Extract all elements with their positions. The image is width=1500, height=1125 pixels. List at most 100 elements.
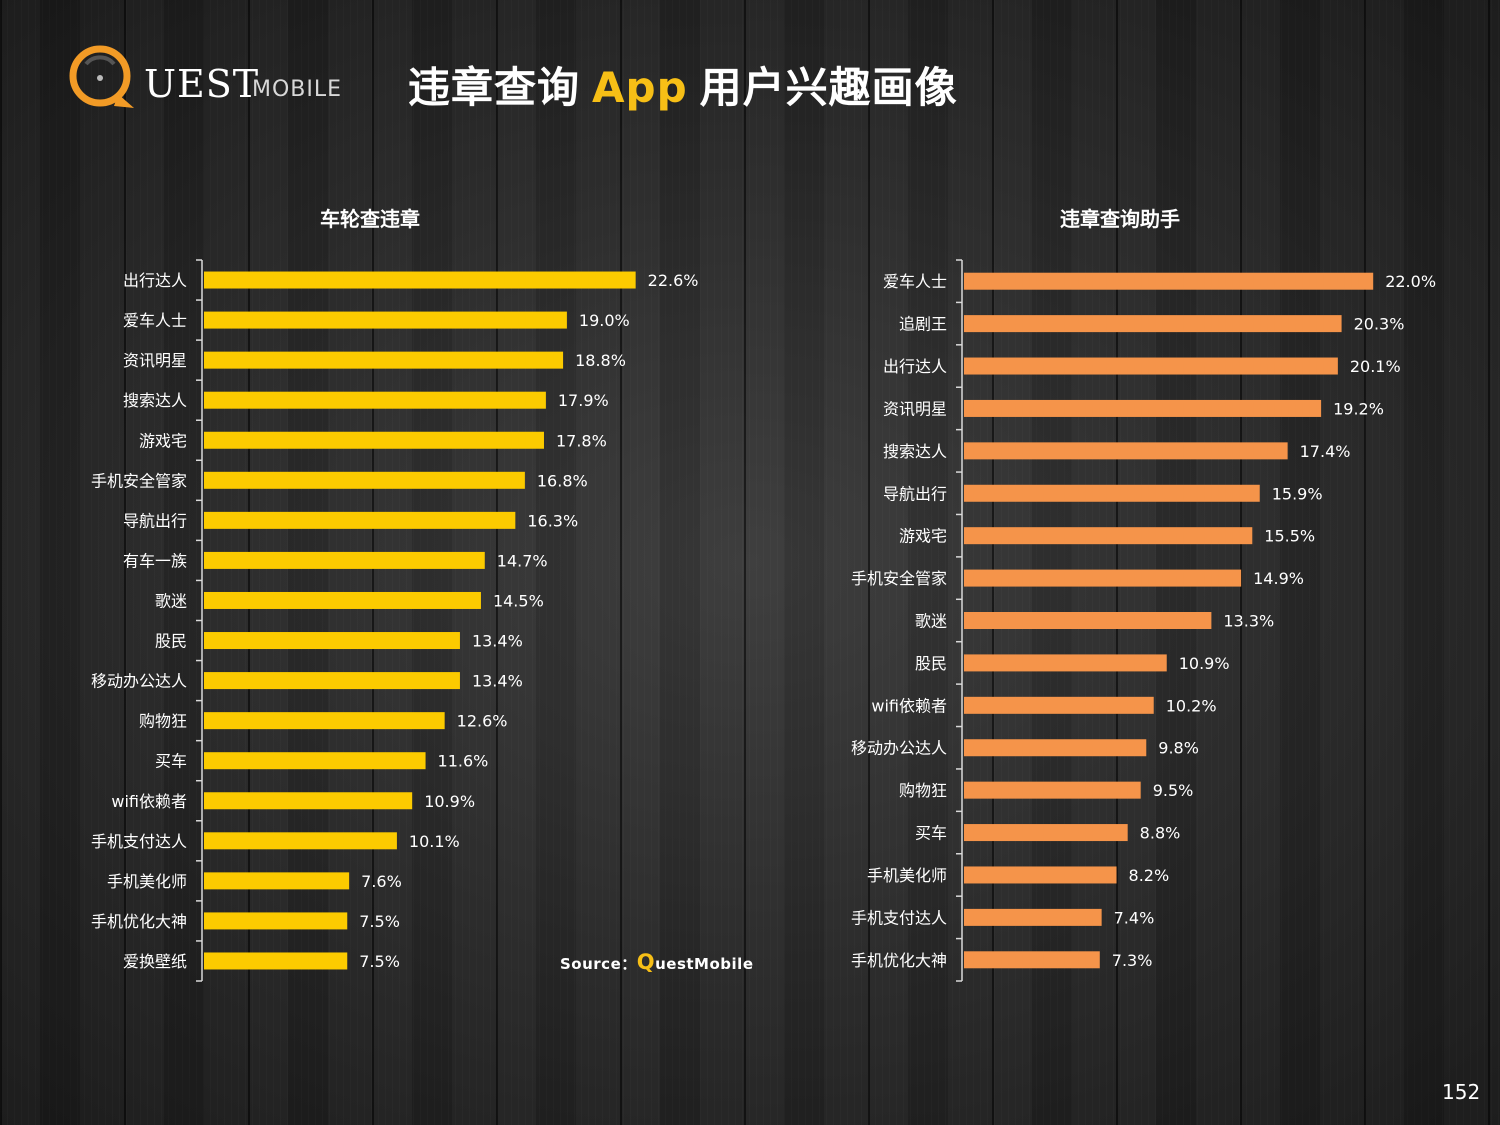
bar-right bbox=[964, 442, 1288, 460]
value-label: 9.5% bbox=[1153, 781, 1194, 800]
category-label: 出行达人 bbox=[883, 357, 947, 376]
bar-left bbox=[204, 872, 350, 890]
value-label: 7.4% bbox=[1114, 908, 1155, 927]
bar-left bbox=[204, 431, 544, 449]
source-note: Source：QuestMobile bbox=[560, 950, 754, 974]
bar-left bbox=[204, 351, 564, 369]
bar-left bbox=[204, 792, 413, 810]
bar-right bbox=[964, 824, 1128, 842]
value-label: 17.9% bbox=[558, 391, 609, 410]
category-label: 游戏宅 bbox=[899, 527, 947, 546]
value-label: 10.1% bbox=[409, 832, 460, 851]
value-label: 10.2% bbox=[1166, 696, 1217, 715]
category-label: 移动办公达人 bbox=[851, 739, 947, 758]
value-label: 19.0% bbox=[579, 311, 630, 330]
category-label: 手机美化师 bbox=[867, 866, 947, 885]
bar-left bbox=[204, 551, 485, 569]
value-label: 16.8% bbox=[537, 471, 588, 490]
value-label: 19.2% bbox=[1333, 399, 1384, 418]
chart-left: 出行达人 22.6% 爱车人士 19.0% 资讯明星 18.8% 搜索达人 17.9% 游戏宅 1… bbox=[91, 259, 699, 982]
bar-right bbox=[964, 315, 1342, 333]
questmobile-logo: UEST MOBILE bbox=[64, 40, 344, 116]
value-label: 7.6% bbox=[361, 872, 402, 891]
category-label: 手机安全管家 bbox=[851, 569, 947, 588]
logo-mobile-text: MOBILE bbox=[252, 77, 343, 102]
value-label: 15.5% bbox=[1264, 527, 1315, 546]
category-label: 购物狂 bbox=[139, 712, 187, 731]
bar-right bbox=[964, 654, 1167, 672]
bar-left bbox=[204, 672, 460, 690]
title-part1: 违章查询 bbox=[408, 63, 581, 112]
bar-left bbox=[204, 271, 636, 289]
bar-right bbox=[964, 739, 1147, 757]
category-label: 导航出行 bbox=[883, 484, 947, 503]
category-label: 有车一族 bbox=[123, 551, 187, 570]
value-label: 14.9% bbox=[1253, 569, 1304, 588]
bar-left bbox=[204, 391, 546, 409]
source-label: Source： bbox=[560, 955, 637, 973]
value-label: 15.9% bbox=[1272, 484, 1323, 503]
category-label: 手机支付达人 bbox=[851, 908, 947, 927]
value-label: 12.6% bbox=[457, 712, 508, 731]
value-label: 10.9% bbox=[424, 792, 475, 811]
bar-left bbox=[204, 311, 567, 329]
logo-q-icon bbox=[69, 45, 134, 108]
category-label: 手机支付达人 bbox=[91, 832, 187, 851]
category-label: 股民 bbox=[155, 632, 187, 651]
bar-left bbox=[204, 471, 525, 489]
bar-right bbox=[964, 696, 1154, 714]
category-label: 股民 bbox=[915, 654, 947, 673]
title-part2: 用户兴趣画像 bbox=[699, 63, 958, 112]
value-label: 20.1% bbox=[1350, 357, 1401, 376]
value-label: 14.5% bbox=[493, 591, 544, 610]
bar-left bbox=[204, 632, 460, 650]
page-number: 152 bbox=[1442, 1080, 1481, 1104]
bar-right bbox=[964, 527, 1253, 545]
bar-right bbox=[964, 866, 1117, 884]
category-label: wifi依赖者 bbox=[111, 792, 187, 811]
value-label: 13.4% bbox=[472, 632, 523, 651]
value-label: 17.8% bbox=[556, 431, 607, 450]
source-name: uestMobile bbox=[655, 955, 754, 973]
value-label: 8.8% bbox=[1140, 824, 1181, 843]
bar-right bbox=[964, 908, 1102, 926]
bar-left bbox=[204, 712, 445, 730]
bar-right bbox=[964, 569, 1242, 587]
category-label: 资讯明星 bbox=[883, 399, 947, 418]
value-label: 9.8% bbox=[1158, 739, 1199, 758]
category-label: wifi依赖者 bbox=[871, 696, 947, 715]
value-label: 22.6% bbox=[648, 271, 699, 290]
value-label: 10.9% bbox=[1179, 654, 1230, 673]
bar-left bbox=[204, 752, 426, 770]
bar-right bbox=[964, 357, 1338, 375]
category-label: 手机安全管家 bbox=[91, 471, 187, 490]
page-title: 违章查询 App 用户兴趣画像 bbox=[408, 54, 958, 115]
bar-left bbox=[204, 912, 348, 930]
value-label: 20.3% bbox=[1354, 315, 1405, 334]
bar-right bbox=[964, 781, 1141, 799]
logo-text: UEST bbox=[144, 62, 260, 106]
category-label: 手机优化大神 bbox=[851, 951, 947, 970]
category-label: 搜索达人 bbox=[123, 391, 187, 410]
category-label: 导航出行 bbox=[123, 511, 187, 530]
value-label: 13.3% bbox=[1223, 612, 1274, 631]
bar-right bbox=[964, 612, 1212, 629]
category-label: 出行达人 bbox=[123, 271, 187, 290]
category-label: 歌迷 bbox=[915, 612, 947, 631]
category-label: 搜索达人 bbox=[883, 442, 947, 461]
chart-title-right: 违章查询助手 bbox=[1060, 207, 1180, 231]
value-label: 11.6% bbox=[438, 752, 489, 771]
category-label: 爱车人士 bbox=[883, 272, 947, 291]
bar-right bbox=[964, 399, 1322, 417]
category-label: 移动办公达人 bbox=[91, 672, 187, 691]
chart-title-left: 车轮查违章 bbox=[320, 207, 420, 231]
category-label: 追剧王 bbox=[899, 315, 947, 334]
chart-right: 爱车人士 22.0% 追剧王 20.3% 出行达人 20.1% 资讯明星 19.2% 搜索达人 1… bbox=[851, 259, 1436, 982]
bar-right bbox=[964, 272, 1374, 290]
category-label: 买车 bbox=[155, 752, 187, 771]
bar-left bbox=[204, 591, 481, 609]
value-label: 18.8% bbox=[575, 351, 626, 370]
category-label: 爱车人士 bbox=[123, 311, 187, 330]
value-label: 13.4% bbox=[472, 672, 523, 691]
